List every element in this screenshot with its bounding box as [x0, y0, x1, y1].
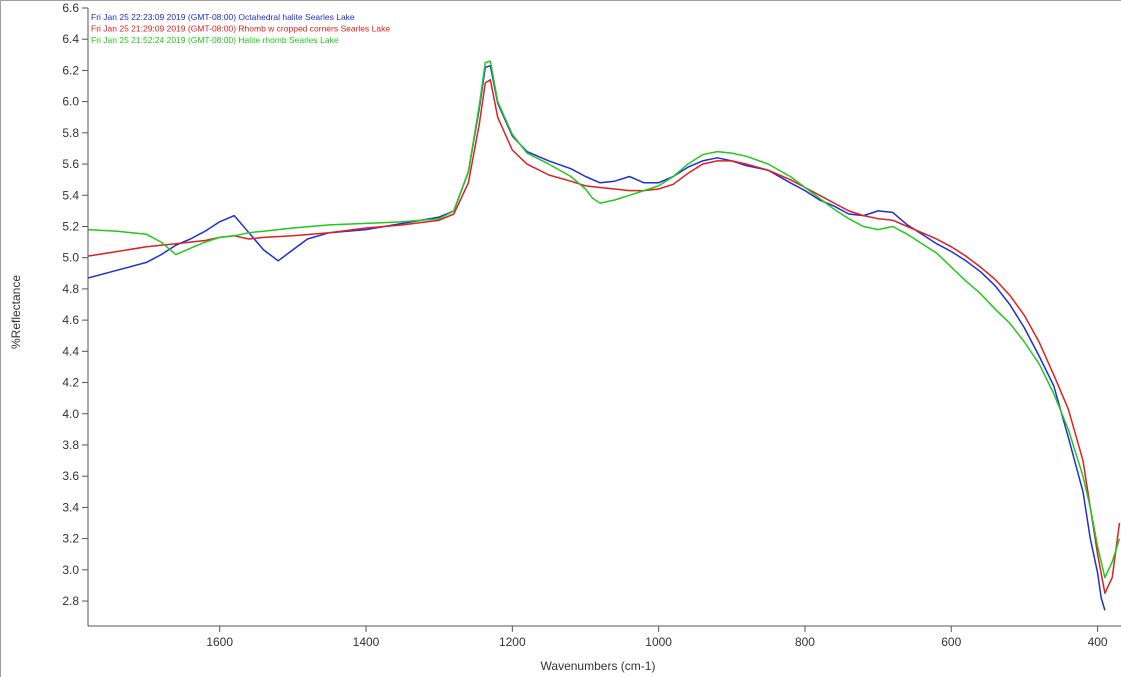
y-tick-label: 2.8: [62, 594, 79, 608]
x-tick-label: 1000: [645, 635, 672, 649]
y-tick-label: 3.0: [62, 563, 79, 577]
x-tick-label: 1200: [499, 635, 526, 649]
y-tick-label: 6.0: [62, 95, 79, 109]
y-tick-label: 3.8: [62, 438, 79, 452]
y-tick-label: 5.4: [62, 188, 79, 202]
y-tick-label: 5.6: [62, 157, 79, 171]
y-axis-label: %Reflectance: [9, 275, 23, 349]
x-tick-label: 1400: [353, 635, 380, 649]
series-line-3: [88, 60, 1121, 579]
y-tick-label: 5.8: [62, 126, 79, 140]
legend-entry-1: Fri Jan 25 22:23:09 2019 (GMT-08:00) Oct…: [91, 12, 355, 22]
x-tick-label: 1600: [206, 635, 233, 649]
y-tick-label: 3.2: [62, 532, 79, 546]
x-tick-label: 400: [1088, 635, 1108, 649]
y-tick-label: 5.2: [62, 219, 79, 233]
series-line-2: [88, 79, 1121, 594]
y-tick-label: 6.4: [62, 32, 79, 46]
series-layer: [88, 60, 1121, 611]
y-tick-label: 4.2: [62, 376, 79, 390]
legend-entry-3: Fri Jan 25 21:52:24 2019 (GMT-08:00) Hal…: [91, 35, 339, 45]
y-tick-label: 4.0: [62, 407, 79, 421]
x-axis-label: Wavenumbers (cm-1): [541, 659, 656, 673]
series-line-1: [88, 64, 1106, 611]
legend-entry-2: Fri Jan 25 21:29:09 2019 (GMT-08:00) Rho…: [91, 24, 390, 34]
legend: Fri Jan 25 22:23:09 2019 (GMT-08:00) Oct…: [91, 12, 390, 45]
axis-layer: 2.8 3.0 3.2 3.4 3.6 3.8 4.0 4.2 4.4 4.6 4.8 5.0 5.2 5…: [62, 1, 1121, 649]
y-tick-label: 3.4: [62, 500, 79, 514]
y-tick-label: 5.0: [62, 251, 79, 265]
y-tick-label: 6.6: [62, 1, 79, 15]
y-tick-label: 4.4: [62, 344, 79, 358]
y-tick-label: 4.6: [62, 313, 79, 327]
y-tick-label: 3.6: [62, 469, 79, 483]
x-tick-label: 600: [941, 635, 961, 649]
y-tick-label: 4.8: [62, 282, 79, 296]
y-tick-label: 6.2: [62, 63, 79, 77]
x-tick-label: 800: [795, 635, 815, 649]
